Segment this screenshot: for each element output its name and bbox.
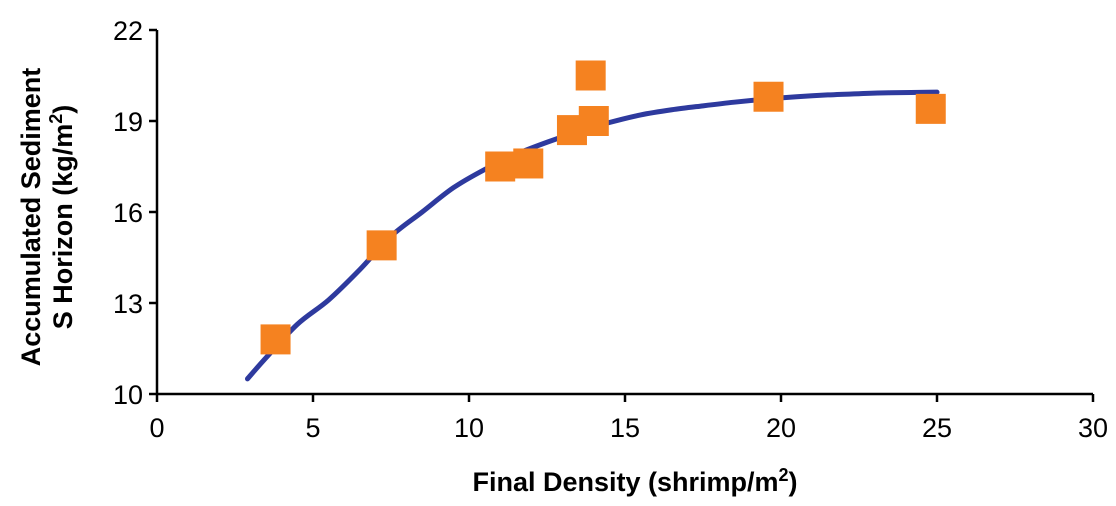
x-tick-label: 30	[1078, 413, 1108, 443]
x-tick-label: 15	[610, 413, 640, 443]
y-axis-title-line1: Accumulated Sediment	[16, 68, 46, 367]
y-ticks: 10 13 16 19 22	[113, 16, 157, 410]
y-tick-label: 16	[113, 198, 143, 228]
x-ticks: 0 5 10 15 20 25 30	[149, 394, 1108, 443]
y-tick-label: 22	[113, 16, 143, 46]
y-tick-label: 10	[113, 380, 143, 410]
axes: 0 5 10 15 20 25 30 10 13 16 19 22	[113, 16, 1108, 443]
data-point-square	[753, 81, 784, 112]
data-point-square	[578, 106, 609, 136]
x-tick-label: 0	[149, 413, 164, 443]
x-tick-label: 25	[922, 413, 952, 443]
data-point-square	[915, 93, 946, 124]
x-tick-label: 5	[305, 413, 320, 443]
x-axis-title: Final Density (shrimp/m2)	[472, 465, 797, 497]
data-point-square	[366, 230, 397, 261]
data-point-square	[485, 151, 516, 182]
data-point-square	[575, 60, 606, 91]
y-axis-title: Accumulated Sediment S Horizon (kg/m2)	[16, 68, 78, 367]
data-point-square	[513, 148, 544, 179]
y-tick-label: 13	[113, 289, 143, 319]
y-tick-label: 19	[113, 107, 143, 137]
series-layer	[244, 60, 946, 382]
data-point-square	[260, 324, 291, 355]
x-tick-label: 10	[454, 413, 484, 443]
x-tick-label: 20	[766, 413, 796, 443]
y-axis-title-line2: S Horizon (kg/m2)	[46, 105, 78, 330]
